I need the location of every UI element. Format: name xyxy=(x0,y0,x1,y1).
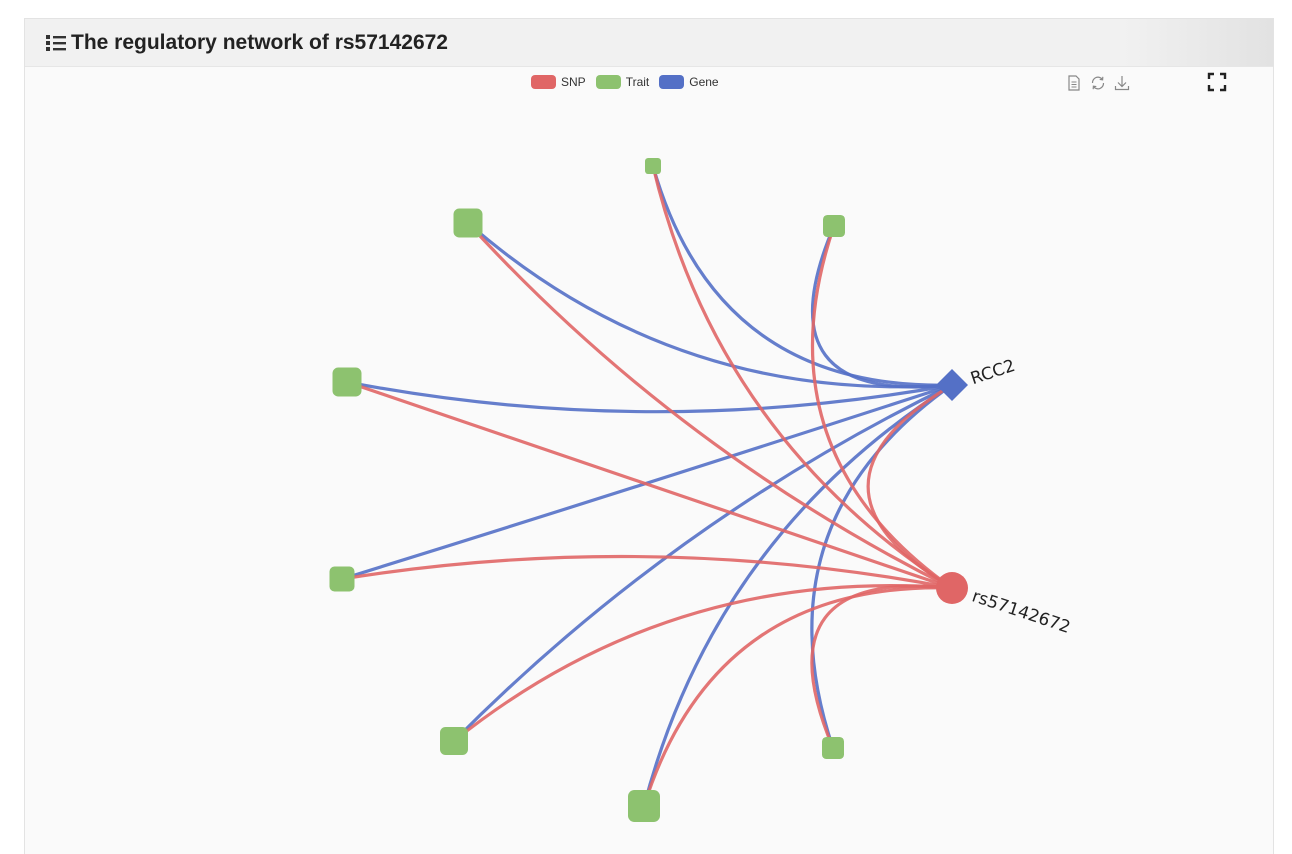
legend: SNP Trait Gene xyxy=(531,75,729,89)
edge-RCC2-t1[interactable] xyxy=(651,165,953,387)
snp-edges xyxy=(341,165,953,807)
edge-RCC2-t4[interactable] xyxy=(642,383,953,807)
edge-RCC2-t7[interactable] xyxy=(346,380,953,414)
node-label-RCC2: RCC2 xyxy=(968,356,1018,389)
panel-title: The regulatory network of rs57142672 xyxy=(71,30,448,54)
edge-rs57142672-t8[interactable] xyxy=(466,221,953,590)
legend-swatch-snp xyxy=(531,75,556,89)
legend-item-snp[interactable]: SNP xyxy=(531,75,586,89)
legend-swatch-trait xyxy=(595,75,621,89)
node-t3[interactable] xyxy=(822,737,844,759)
legend-label-snp: SNP xyxy=(561,75,586,89)
list-icon xyxy=(46,34,66,51)
edge-rs57142672-t7[interactable] xyxy=(346,380,953,590)
edge-rs57142672-t5[interactable] xyxy=(453,584,953,743)
node-label-rs57142672: rs57142672 xyxy=(969,586,1072,637)
data-view-icon[interactable] xyxy=(1065,74,1083,92)
fullscreen-icon[interactable] xyxy=(1207,72,1227,92)
edge-RCC2-t3[interactable] xyxy=(810,383,953,749)
edge-RCC2-t2[interactable] xyxy=(810,225,953,389)
graph-nodes: rs57142672 RCC2 xyxy=(329,158,1073,822)
edge-RCC2-t5[interactable] xyxy=(452,383,953,743)
edge-rs57142672-t2[interactable] xyxy=(810,225,953,590)
legend-item-gene[interactable]: Gene xyxy=(659,75,719,89)
toolbox xyxy=(1065,74,1137,92)
legend-item-trait[interactable]: Trait xyxy=(595,75,650,89)
gene-edges xyxy=(341,165,953,807)
edge-rs57142672-t3[interactable] xyxy=(810,584,953,749)
edge-RCC2-t8[interactable] xyxy=(466,221,953,389)
edge-RCC2-t6[interactable] xyxy=(341,383,953,581)
node-t5[interactable] xyxy=(440,727,468,755)
node-t2[interactable] xyxy=(823,215,845,237)
legend-label-gene: Gene xyxy=(689,75,719,89)
legend-label-trait: Trait xyxy=(625,75,650,89)
edge-rs57142672-t1[interactable] xyxy=(651,165,953,590)
node-t4[interactable] xyxy=(628,790,660,822)
node-t7[interactable] xyxy=(332,367,362,397)
save-image-icon[interactable] xyxy=(1113,74,1131,92)
restore-icon[interactable] xyxy=(1089,74,1107,92)
legend-swatch-gene xyxy=(659,75,685,89)
network-panel: The regulatory network of rs57142672 xyxy=(24,18,1274,854)
node-rs57142672[interactable] xyxy=(936,572,968,604)
node-t8[interactable] xyxy=(453,208,483,238)
edge-rs57142672-t6[interactable] xyxy=(341,554,953,590)
node-RCC2[interactable] xyxy=(936,369,968,401)
node-t1[interactable] xyxy=(645,158,661,174)
edge-rs57142672-t4[interactable] xyxy=(642,586,953,807)
panel-header: The regulatory network of rs57142672 xyxy=(25,19,1273,67)
node-t6[interactable] xyxy=(329,566,355,592)
